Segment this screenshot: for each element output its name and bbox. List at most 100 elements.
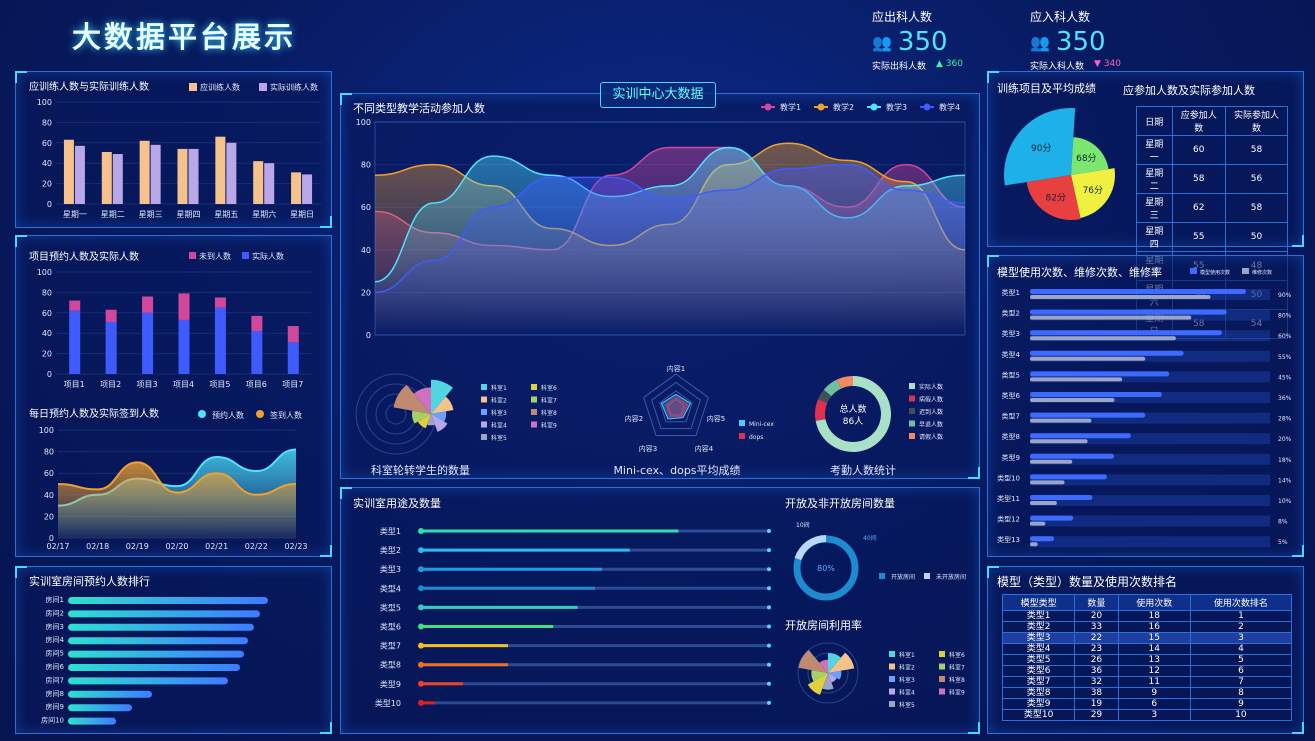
train-x-label: 星期日 <box>290 210 314 219</box>
attend-table-title: 应参加人数及实际参加人数 <box>1123 84 1255 97</box>
legend-label: 迟到人数 <box>919 408 943 416</box>
table-cell: 13 <box>1117 654 1191 666</box>
table-cell: 类型9 <box>1001 698 1076 710</box>
usage-end <box>767 643 771 648</box>
table-cell: 1 <box>1189 610 1293 622</box>
model-label: 类型12 <box>997 515 1020 524</box>
legend-swatch <box>531 396 537 403</box>
legend-label: 科室8 <box>541 409 557 417</box>
score-chart: 训练项目及平均成绩 90分 68分 76分 82分 <box>997 81 1115 221</box>
table-header-cell: 应参加人数 <box>1171 106 1226 136</box>
legend-swatch <box>1242 268 1249 274</box>
legend-dot <box>198 410 206 418</box>
chart-title: 应训练人数与实际训练人数 <box>29 80 149 93</box>
usage-end <box>767 586 771 591</box>
legend-swatch <box>909 420 915 427</box>
legend-label: 维修次数 <box>1252 269 1272 276</box>
room-bar <box>68 677 228 685</box>
legend-dot <box>764 103 772 111</box>
legend-label: 未开放房间 <box>936 573 966 581</box>
legend-swatch <box>939 663 945 670</box>
usage-dot <box>418 528 424 534</box>
appoint-x-label: 项目4 <box>173 380 194 389</box>
usage-label: 类型2 <box>380 545 401 555</box>
panel-model-table: 模型（类型）数量及使用次数排名 模型类型 数量 使用次数 使用次数排名 类型1 20 18 1… <box>987 566 1304 734</box>
center-title: 实训中心大数据 <box>600 82 716 108</box>
room-label: 房间4 <box>46 635 65 644</box>
legend-label: 教学2 <box>833 102 854 112</box>
radar-grid <box>651 381 701 430</box>
appoint-x-label: 项目6 <box>246 380 267 389</box>
chart-title: 不同类型教学活动参加人数 <box>353 101 485 115</box>
table-cell: 9 <box>1117 687 1191 699</box>
model-bar-repair <box>1030 315 1192 320</box>
train-chart: 应训练人数与实际训练人数 应训练人数 实际训练人数 0 20 40 60 80 100 星期一 星期… <box>29 80 321 219</box>
usage-end <box>767 605 771 610</box>
appoint-bar-absent <box>287 326 299 343</box>
daily-x-label: 02/20 <box>165 542 188 551</box>
legend-swatch <box>879 573 885 579</box>
room-label: 房间10 <box>41 716 64 725</box>
usage-dot <box>418 585 424 592</box>
table-row: 类型5 26 13 5 <box>1001 654 1293 666</box>
panel-model: 模型使用次数、维修次数、维修率 模型使用次数 维修次数 类型1 90% 类型2 80% 类型3… <box>987 255 1304 557</box>
usage-end <box>767 662 771 667</box>
model-label: 类型5 <box>1002 370 1020 379</box>
model-bar-use <box>1030 330 1222 336</box>
room-bar <box>68 690 152 698</box>
daily-x-label: 02/18 <box>86 542 109 551</box>
table-cell: 星期四 <box>1136 222 1173 252</box>
activity-y-tick: 60 <box>361 203 371 212</box>
table-cell: 32 <box>1074 676 1119 688</box>
legend-label: 科室4 <box>899 689 915 697</box>
train-y-tick: 100 <box>37 98 52 107</box>
table-row: 星期二 58 56 <box>1136 164 1289 194</box>
rose-petal <box>393 384 431 414</box>
usage-dot <box>418 604 424 611</box>
model-track <box>1030 495 1270 506</box>
daily-x-label: 02/17 <box>46 542 69 551</box>
legend-swatch <box>189 83 197 91</box>
users-icon: 👥 <box>872 32 892 52</box>
rose-petal <box>828 670 842 680</box>
legend-swatch <box>909 408 915 414</box>
usage-dot <box>418 623 424 630</box>
table-cell: 38 <box>1074 687 1119 699</box>
usage-end <box>767 700 771 705</box>
room-bar <box>68 704 132 712</box>
table-cell: 9 <box>1189 698 1293 710</box>
appoint-bar-actual <box>287 342 299 374</box>
legend-swatch <box>531 384 537 390</box>
daily-y-tick: 80 <box>44 448 54 457</box>
kpi-in-sub-label: 实际入科人数 <box>1030 62 1085 72</box>
model-track <box>1030 453 1270 465</box>
appoint-bar-absent <box>105 309 117 322</box>
table-cell: 类型1 <box>1001 610 1076 622</box>
model-label: 类型13 <box>997 535 1020 544</box>
appoint-x-label: 项目3 <box>137 380 158 389</box>
legend-label: 实际人数 <box>919 383 943 391</box>
legend-dot <box>923 103 931 111</box>
daily-x-label: 02/19 <box>126 542 149 551</box>
legend-label: 教学4 <box>939 102 960 112</box>
model-track <box>1030 392 1270 403</box>
openroom-slice <box>794 535 826 560</box>
train-y-tick: 80 <box>42 118 52 127</box>
model-label: 类型7 <box>1002 412 1020 421</box>
table-row: 类型3 22 15 3 <box>1001 632 1293 644</box>
model-track <box>1030 371 1270 383</box>
model-rate: 20% <box>1278 436 1292 443</box>
model-table: 模型类型 数量 使用次数 使用次数排名 类型1 20 18 1 类型2 33 16 2 类型3 22 15 3… <box>1001 594 1293 721</box>
room-label: 房间5 <box>46 649 64 658</box>
table-row: 类型10 29 3 10 <box>1001 709 1293 721</box>
chart-title: 开放房间利用率 <box>785 618 862 632</box>
activity-line <box>374 163 966 294</box>
up-arrow-icon: ▲ <box>936 59 943 69</box>
table-cell: 23 <box>1074 643 1119 655</box>
legend-label: 科室3 <box>899 676 915 684</box>
attend-slice <box>818 389 832 404</box>
table-row: 星期三 62 58 <box>1136 193 1289 223</box>
attend-center-value: 86人 <box>843 416 863 427</box>
rose-petal <box>412 410 431 424</box>
